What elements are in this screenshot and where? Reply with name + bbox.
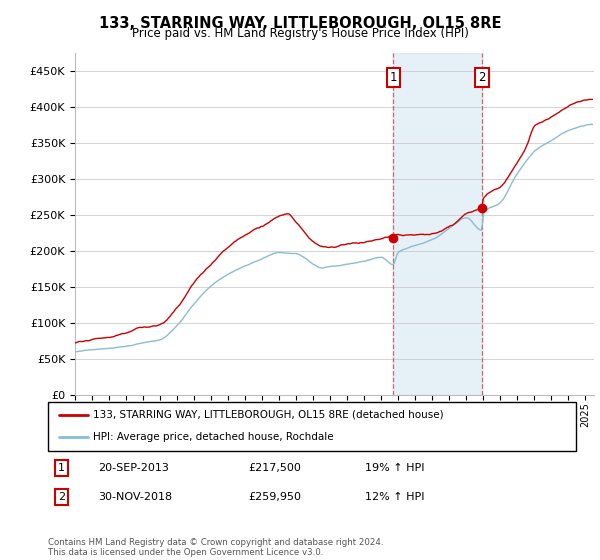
FancyBboxPatch shape (48, 402, 576, 451)
Bar (394, 53, 482, 395)
Text: £259,950: £259,950 (248, 492, 302, 502)
Text: HPI: Average price, detached house, Rochdale: HPI: Average price, detached house, Roch… (93, 432, 334, 442)
Text: 30-NOV-2018: 30-NOV-2018 (98, 492, 172, 502)
Text: 2: 2 (478, 71, 486, 83)
Text: 12% ↑ HPI: 12% ↑ HPI (365, 492, 424, 502)
Text: 133, STARRING WAY, LITTLEBOROUGH, OL15 8RE (detached house): 133, STARRING WAY, LITTLEBOROUGH, OL15 8… (93, 410, 443, 420)
Text: £217,500: £217,500 (248, 463, 302, 473)
Text: 1: 1 (389, 71, 397, 83)
Text: 19% ↑ HPI: 19% ↑ HPI (365, 463, 424, 473)
Text: Contains HM Land Registry data © Crown copyright and database right 2024.
This d: Contains HM Land Registry data © Crown c… (48, 538, 383, 557)
Text: 133, STARRING WAY, LITTLEBOROUGH, OL15 8RE: 133, STARRING WAY, LITTLEBOROUGH, OL15 8… (99, 16, 501, 31)
Text: Price paid vs. HM Land Registry's House Price Index (HPI): Price paid vs. HM Land Registry's House … (131, 27, 469, 40)
Text: 2: 2 (58, 492, 65, 502)
Text: 1: 1 (58, 463, 65, 473)
Text: 20-SEP-2013: 20-SEP-2013 (98, 463, 169, 473)
